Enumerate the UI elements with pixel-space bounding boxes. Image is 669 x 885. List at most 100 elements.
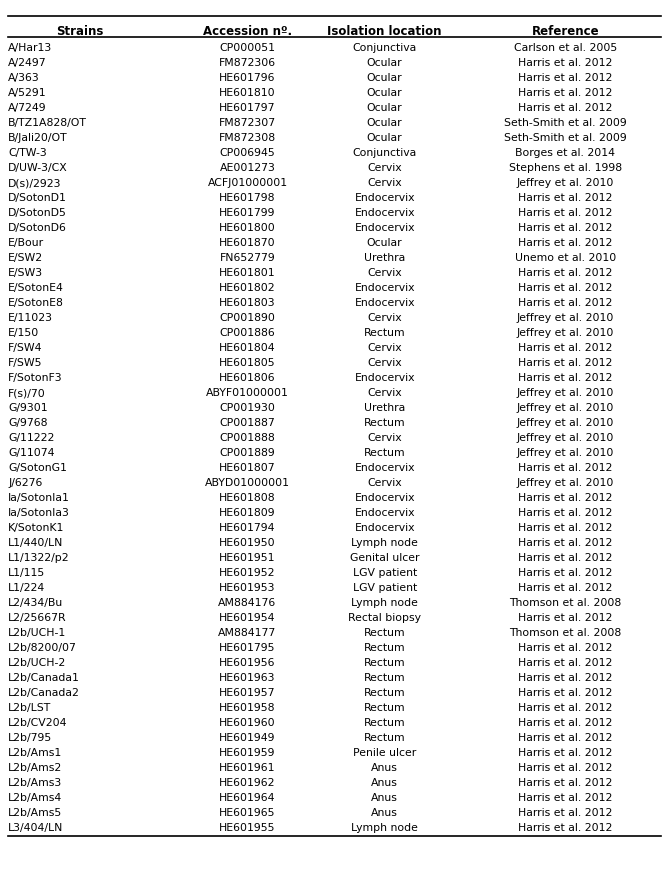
Text: Harris et al. 2012: Harris et al. 2012: [518, 553, 613, 564]
Text: L3/404/LN: L3/404/LN: [8, 823, 64, 834]
Text: CP001889: CP001889: [219, 449, 276, 458]
Text: L2b/8200/07: L2b/8200/07: [8, 643, 77, 653]
Text: CP006945: CP006945: [219, 149, 276, 158]
Text: Jeffrey et al. 2010: Jeffrey et al. 2010: [516, 328, 614, 338]
Text: HE601965: HE601965: [219, 808, 276, 819]
Text: Rectal biopsy: Rectal biopsy: [348, 613, 421, 623]
Text: Carlson et al. 2005: Carlson et al. 2005: [514, 43, 617, 53]
Text: E/SotonE8: E/SotonE8: [8, 298, 64, 308]
Text: HE601953: HE601953: [219, 583, 276, 593]
Text: E/SotonE4: E/SotonE4: [8, 283, 64, 293]
Text: G/9768: G/9768: [8, 419, 47, 428]
Text: Harris et al. 2012: Harris et al. 2012: [518, 779, 613, 789]
Text: LGV patient: LGV patient: [353, 568, 417, 579]
Text: HE601961: HE601961: [219, 764, 276, 773]
Text: A/7249: A/7249: [8, 104, 47, 113]
Text: HE601809: HE601809: [219, 508, 276, 519]
Text: L2b/Canada1: L2b/Canada1: [8, 673, 80, 683]
Text: HE601963: HE601963: [219, 673, 276, 683]
Text: Harris et al. 2012: Harris et al. 2012: [518, 343, 613, 353]
Text: Endocervix: Endocervix: [355, 494, 415, 504]
Text: D(s)/2923: D(s)/2923: [8, 179, 62, 189]
Text: AE001273: AE001273: [219, 164, 276, 173]
Text: Cervix: Cervix: [367, 479, 402, 489]
Text: E/150: E/150: [8, 328, 39, 338]
Text: L1/115: L1/115: [8, 568, 45, 579]
Text: Ia/SotonIa3: Ia/SotonIa3: [8, 508, 70, 519]
Text: Urethra: Urethra: [364, 253, 405, 264]
Text: E/SW2: E/SW2: [8, 253, 43, 264]
Text: Endocervix: Endocervix: [355, 508, 415, 519]
Text: Endocervix: Endocervix: [355, 523, 415, 534]
Text: Isolation location: Isolation location: [327, 25, 442, 38]
Text: HE601962: HE601962: [219, 779, 276, 789]
Text: Rectum: Rectum: [364, 328, 405, 338]
Text: Ocular: Ocular: [367, 119, 403, 128]
Text: Anus: Anus: [371, 779, 398, 789]
Text: Seth-Smith et al. 2009: Seth-Smith et al. 2009: [504, 119, 627, 128]
Text: HE601798: HE601798: [219, 194, 276, 204]
Text: Strains: Strains: [57, 25, 104, 38]
Text: A/363: A/363: [8, 73, 39, 83]
Text: Ocular: Ocular: [367, 58, 403, 68]
Text: Lymph node: Lymph node: [351, 598, 418, 608]
Text: Cervix: Cervix: [367, 313, 402, 323]
Text: Accession nº.: Accession nº.: [203, 25, 292, 38]
Text: HE601960: HE601960: [219, 719, 276, 728]
Text: Urethra: Urethra: [364, 404, 405, 413]
Text: HE601795: HE601795: [219, 643, 276, 653]
Text: F/SW5: F/SW5: [8, 358, 43, 368]
Text: HE601954: HE601954: [219, 613, 276, 623]
Text: Harris et al. 2012: Harris et al. 2012: [518, 104, 613, 113]
Text: CP001886: CP001886: [219, 328, 276, 338]
Text: Rectum: Rectum: [364, 704, 405, 713]
Text: Harris et al. 2012: Harris et al. 2012: [518, 734, 613, 743]
Text: Harris et al. 2012: Harris et al. 2012: [518, 494, 613, 504]
Text: Jeffrey et al. 2010: Jeffrey et al. 2010: [516, 179, 614, 189]
Text: CP000051: CP000051: [219, 43, 276, 53]
Text: Ia/SotonIa1: Ia/SotonIa1: [8, 494, 70, 504]
Text: D/SotonD6: D/SotonD6: [8, 223, 67, 234]
Text: L2b/Ams1: L2b/Ams1: [8, 749, 62, 758]
Text: Jeffrey et al. 2010: Jeffrey et al. 2010: [516, 404, 614, 413]
Text: Endocervix: Endocervix: [355, 464, 415, 473]
Text: Harris et al. 2012: Harris et al. 2012: [518, 373, 613, 383]
Text: B/Jali20/OT: B/Jali20/OT: [8, 134, 68, 143]
Text: Rectum: Rectum: [364, 449, 405, 458]
Text: CP001887: CP001887: [219, 419, 276, 428]
Text: Harris et al. 2012: Harris et al. 2012: [518, 764, 613, 773]
Text: ABYF01000001: ABYF01000001: [206, 389, 289, 398]
Text: Lymph node: Lymph node: [351, 538, 418, 549]
Text: Jeffrey et al. 2010: Jeffrey et al. 2010: [516, 389, 614, 398]
Text: Harris et al. 2012: Harris et al. 2012: [518, 538, 613, 549]
Text: L2b/795: L2b/795: [8, 734, 52, 743]
Text: Jeffrey et al. 2010: Jeffrey et al. 2010: [516, 313, 614, 323]
Text: Seth-Smith et al. 2009: Seth-Smith et al. 2009: [504, 134, 627, 143]
Text: HE601805: HE601805: [219, 358, 276, 368]
Text: Harris et al. 2012: Harris et al. 2012: [518, 223, 613, 234]
Text: Rectum: Rectum: [364, 643, 405, 653]
Text: Ocular: Ocular: [367, 134, 403, 143]
Text: Harris et al. 2012: Harris et al. 2012: [518, 689, 613, 698]
Text: Ocular: Ocular: [367, 73, 403, 83]
Text: Anus: Anus: [371, 764, 398, 773]
Text: ACFJ01000001: ACFJ01000001: [207, 179, 288, 189]
Text: Cervix: Cervix: [367, 358, 402, 368]
Text: D/UW-3/CX: D/UW-3/CX: [8, 164, 68, 173]
Text: HE601958: HE601958: [219, 704, 276, 713]
Text: FM872308: FM872308: [219, 134, 276, 143]
Text: Harris et al. 2012: Harris et al. 2012: [518, 523, 613, 534]
Text: Conjunctiva: Conjunctiva: [353, 149, 417, 158]
Text: G/9301: G/9301: [8, 404, 47, 413]
Text: HE601806: HE601806: [219, 373, 276, 383]
Text: Rectum: Rectum: [364, 628, 405, 638]
Text: Genital ulcer: Genital ulcer: [350, 553, 419, 564]
Text: Cervix: Cervix: [367, 164, 402, 173]
Text: HE601957: HE601957: [219, 689, 276, 698]
Text: Rectum: Rectum: [364, 719, 405, 728]
Text: Harris et al. 2012: Harris et al. 2012: [518, 808, 613, 819]
Text: Conjunctiva: Conjunctiva: [353, 43, 417, 53]
Text: HE601808: HE601808: [219, 494, 276, 504]
Text: FM872307: FM872307: [219, 119, 276, 128]
Text: A/5291: A/5291: [8, 88, 47, 98]
